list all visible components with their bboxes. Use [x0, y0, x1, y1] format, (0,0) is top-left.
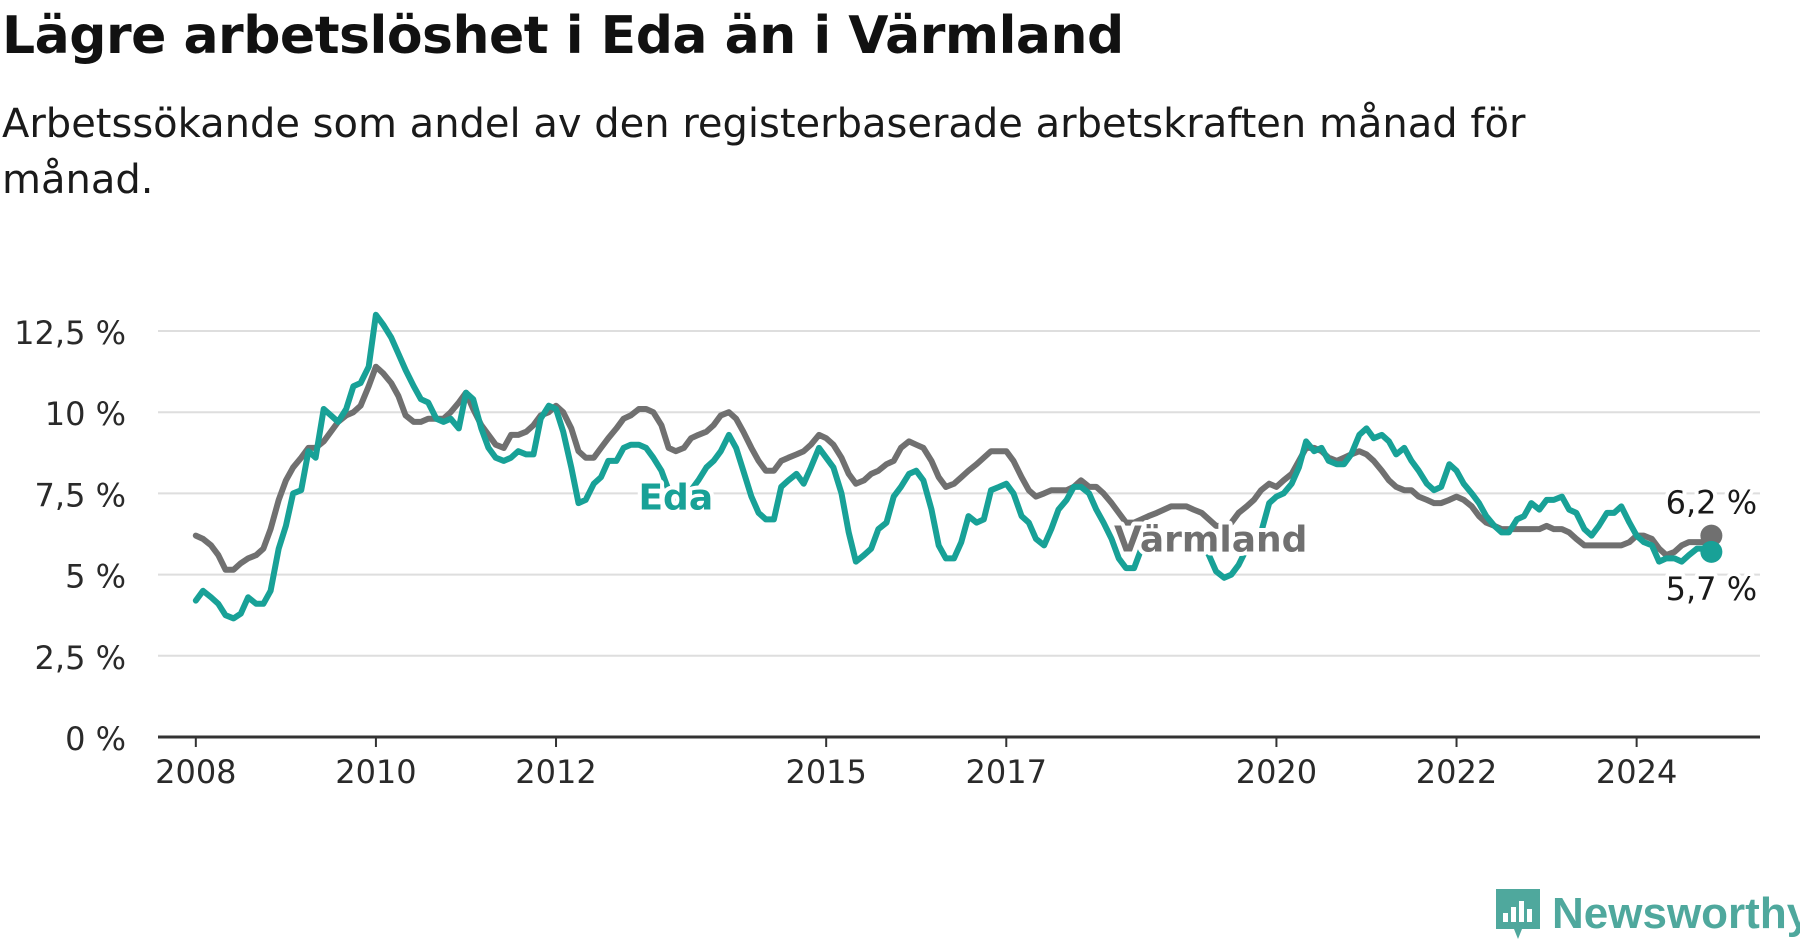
end-value-eda: 5,7 %	[1666, 570, 1757, 608]
y-tick-label: 10 %	[45, 395, 126, 433]
series-end-marker	[1700, 540, 1723, 563]
end-value-varmland: 6,2 %	[1666, 484, 1757, 522]
newsworthy-logo: Newsworthy	[1492, 885, 1800, 943]
y-tick-label: 0 %	[65, 720, 126, 758]
x-tick-label: 2012	[515, 753, 596, 791]
series-lines	[192, 311, 1723, 622]
newsworthy-logo-text: Newsworthy	[1552, 889, 1800, 938]
series-labels: Eda Värmland 6,2 % 5,7 %	[634, 473, 1761, 611]
grid-lines	[158, 330, 1760, 657]
series-line-varmland	[192, 363, 1715, 573]
y-tick-label: 2,5 %	[35, 639, 126, 677]
chart-title: Lägre arbetslöshet i Eda än i Värmland	[2, 6, 1124, 66]
x-tick-label: 2024	[1596, 753, 1677, 791]
series-end-marker	[1700, 524, 1723, 547]
x-tick-label: 2020	[1236, 753, 1317, 791]
y-tick-label: 12,5 %	[14, 314, 126, 352]
series-label-varmland: Värmland	[1114, 520, 1307, 561]
x-tick-label: 2015	[785, 753, 866, 791]
y-tick-label: 7,5 %	[35, 476, 126, 514]
series-line-eda	[192, 311, 1715, 622]
y-tick-label: 5 %	[65, 558, 126, 596]
x-tick-label: 2010	[335, 753, 416, 791]
x-tick-label: 2017	[966, 753, 1047, 791]
chart-subtitle: Arbetssökande som andel av den registerb…	[2, 101, 1526, 203]
y-axis: 0 % 2,5 % 5 % 7,5 % 10 % 12,5 %	[14, 314, 126, 758]
series-label-eda: Eda	[638, 477, 713, 518]
x-tick-label: 2022	[1416, 753, 1497, 791]
x-axis: 2008 2010 2012 2015 2017 2020 2022 2024	[155, 735, 1760, 791]
x-tick-label: 2008	[155, 753, 236, 791]
newsworthy-logo-icon	[1496, 889, 1540, 939]
